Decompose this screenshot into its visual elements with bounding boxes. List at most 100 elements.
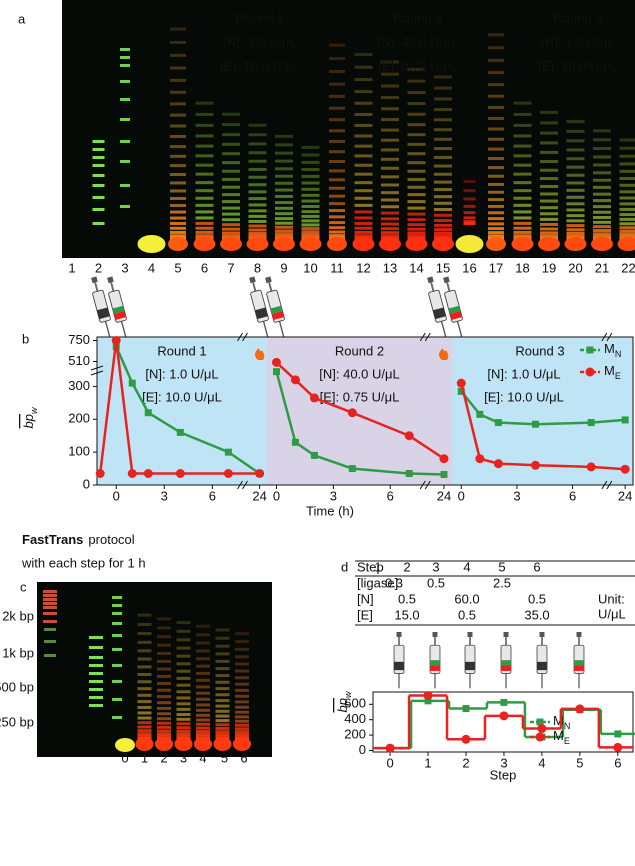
lane-number: 4 bbox=[199, 750, 206, 765]
round-e: [E]: 10.0 U/μL bbox=[484, 389, 564, 404]
gel-band bbox=[593, 138, 611, 142]
gel-band bbox=[235, 647, 249, 651]
gel-band bbox=[120, 56, 130, 59]
gel-band bbox=[275, 167, 293, 171]
gel-band bbox=[248, 228, 267, 232]
gel-band bbox=[513, 144, 532, 148]
gel-band bbox=[619, 162, 635, 166]
gel-band bbox=[120, 140, 130, 143]
gel-band bbox=[381, 191, 399, 195]
gel-band bbox=[235, 694, 249, 698]
gel-band bbox=[540, 150, 558, 154]
gel-band bbox=[248, 219, 267, 223]
gel-band bbox=[540, 177, 558, 181]
gel-blob bbox=[327, 237, 347, 251]
point bbox=[424, 697, 432, 705]
point bbox=[575, 704, 585, 714]
gel-band bbox=[215, 733, 230, 737]
gel-band bbox=[354, 210, 373, 214]
gel-band bbox=[137, 649, 152, 653]
gel-band bbox=[248, 224, 267, 228]
gel-band bbox=[196, 664, 210, 668]
x-tick-label: 3 bbox=[161, 488, 168, 503]
lane-number: 2 bbox=[95, 260, 102, 275]
gel-band bbox=[157, 659, 171, 663]
gel-band bbox=[112, 604, 122, 607]
gel-band bbox=[381, 231, 399, 235]
gel-blob bbox=[511, 237, 534, 251]
gel-band bbox=[513, 189, 532, 193]
point bbox=[500, 698, 508, 706]
gel-band bbox=[329, 234, 345, 238]
gel-band bbox=[248, 123, 267, 127]
gel-blob bbox=[135, 737, 154, 751]
gel-band bbox=[619, 217, 635, 221]
gel-band bbox=[92, 156, 105, 159]
gel-band bbox=[329, 160, 345, 164]
gel-band bbox=[176, 690, 191, 694]
gel-band bbox=[329, 139, 345, 143]
gel-band bbox=[196, 633, 210, 637]
gel-band bbox=[381, 148, 399, 152]
x-axis-label: Step bbox=[490, 767, 517, 782]
lane-number: 3 bbox=[121, 260, 128, 275]
gel-band bbox=[44, 640, 56, 643]
gel-band bbox=[513, 230, 532, 234]
axis-break bbox=[90, 365, 104, 376]
gel-band bbox=[92, 174, 105, 177]
gel-band bbox=[329, 150, 345, 154]
gel-blob bbox=[564, 237, 587, 251]
gel-band bbox=[120, 98, 130, 101]
plot-frame bbox=[96, 336, 634, 486]
table-unit: Unit: bbox=[598, 591, 625, 606]
gel-band bbox=[593, 210, 611, 214]
gel-band bbox=[301, 227, 320, 231]
gel-band bbox=[157, 729, 171, 733]
gel-blob bbox=[486, 237, 506, 251]
gel-band bbox=[222, 133, 240, 137]
gel-band bbox=[235, 669, 249, 673]
gel-band bbox=[157, 643, 171, 647]
gel-band bbox=[540, 141, 558, 145]
x-tick-label: 6 bbox=[209, 488, 216, 503]
round-text: Round 2 bbox=[393, 10, 442, 25]
gel-band bbox=[381, 107, 399, 111]
gel-band bbox=[301, 145, 320, 149]
gel-band bbox=[222, 185, 240, 189]
gel-band bbox=[354, 226, 373, 230]
gel-band bbox=[222, 193, 240, 197]
gel-band bbox=[157, 617, 171, 621]
y-axis-label-main: bp bbox=[335, 698, 350, 712]
gel-band bbox=[137, 716, 152, 720]
ladder-label: 1k bp bbox=[2, 645, 34, 660]
legend-label-main: M bbox=[604, 363, 615, 378]
gel-band bbox=[463, 220, 476, 224]
gel-band bbox=[222, 200, 240, 204]
gel-band bbox=[593, 178, 611, 182]
gel-blob bbox=[155, 737, 173, 751]
point bbox=[537, 724, 547, 734]
legend-label-main: M bbox=[553, 713, 564, 728]
gel-band bbox=[434, 219, 452, 223]
gel-band bbox=[329, 106, 345, 110]
gel-band bbox=[566, 234, 585, 238]
gel-band bbox=[513, 234, 532, 238]
y-tick-label: 400 bbox=[344, 711, 366, 726]
gel-band bbox=[566, 181, 585, 185]
gel-band bbox=[196, 649, 210, 653]
gel-band bbox=[235, 715, 249, 719]
gel-band bbox=[235, 710, 249, 714]
gel-blob bbox=[455, 235, 484, 253]
table-cell: 35.0 bbox=[524, 607, 549, 622]
gel-band bbox=[593, 216, 611, 220]
gel-band bbox=[513, 226, 532, 230]
gel-band bbox=[170, 154, 186, 158]
point bbox=[404, 431, 414, 441]
gel-band bbox=[540, 199, 558, 203]
gel-band bbox=[513, 181, 532, 185]
gel-band bbox=[381, 217, 399, 221]
gel-band bbox=[381, 118, 399, 122]
table-unit: U/μL bbox=[598, 606, 626, 621]
gel-band bbox=[215, 644, 230, 648]
gel-band bbox=[434, 147, 452, 151]
